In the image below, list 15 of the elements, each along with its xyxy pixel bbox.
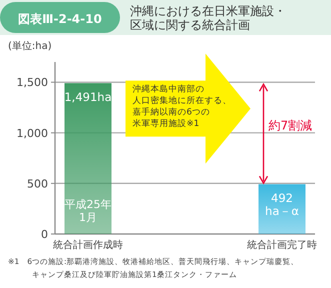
y-tick-label: 1,500 <box>16 76 48 90</box>
annotation: 約7割減 <box>268 118 312 133</box>
x-tick-label: 統合計画完了時 <box>247 239 317 251</box>
x-tick-label: 統合計画作成時 <box>53 239 123 251</box>
y-tick-label: 1,000 <box>16 126 48 140</box>
y-axis-title: (単位:ha) <box>8 40 52 52</box>
y-tick-label: 0 <box>41 228 48 241</box>
data-label: 492 ha－α <box>265 191 300 218</box>
annotation: 沖縄本島中南部の人口密集地に所在する、嘉手納以南の6つの米軍専用施設※1 <box>132 84 232 130</box>
data-label: 1,491ha <box>64 90 112 104</box>
chart-title: 沖縄における在日米軍施設・区域に関する統合計画 <box>130 4 286 32</box>
picture-arrow: 沖縄本島中南部の人口密集地に所在する、嘉手納以南の6つの米軍専用施設※1 <box>126 54 250 164</box>
text: 図表Ⅲ-2-4-10 <box>18 12 102 26</box>
annotation: 平成25年 1月 <box>64 198 112 224</box>
y-tick-label: 500 <box>27 177 48 190</box>
